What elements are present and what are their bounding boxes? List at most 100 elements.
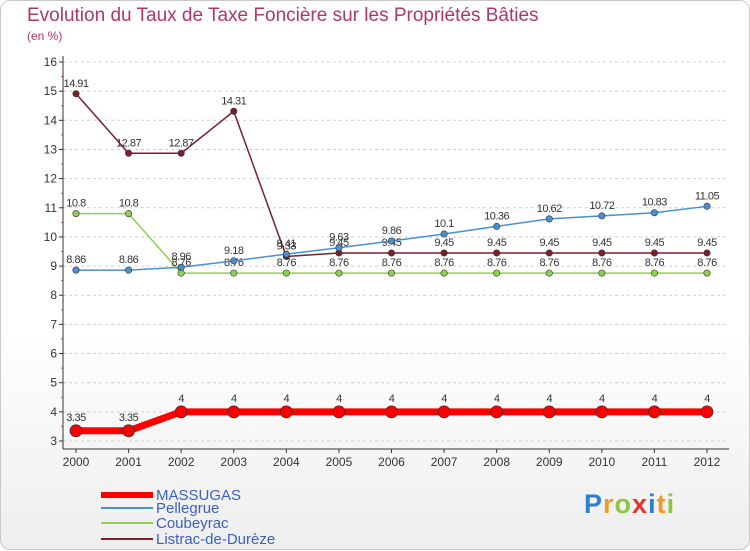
y-tick-label: 6 xyxy=(50,347,57,361)
data-label-pellegrue: 10.72 xyxy=(589,200,614,212)
legend-item-massugas: MASSUGAS xyxy=(101,487,241,504)
data-point-coubeyrac xyxy=(703,269,711,277)
data-point-coubeyrac xyxy=(125,210,133,218)
y-tick-label: 13 xyxy=(44,142,58,156)
data-point-coubeyrac xyxy=(335,269,343,277)
data-label-pellegrue: 11.05 xyxy=(695,190,720,202)
legend-label-listrac: Listrac-de-Durèze xyxy=(156,530,276,548)
data-label-massugas: 4 xyxy=(599,393,605,405)
data-point-pellegrue xyxy=(335,244,343,252)
data-point-pellegrue xyxy=(72,266,80,274)
data-point-massugas xyxy=(648,405,661,419)
data-label-massugas: 4 xyxy=(284,393,290,405)
x-tick-label: 2002 xyxy=(168,455,195,469)
data-point-listrac-de-dur-ze xyxy=(598,249,606,257)
legend-label-pellegrue: Pellegrue xyxy=(156,499,220,517)
legend-swatch-listrac xyxy=(101,538,153,540)
x-tick-label: 2000 xyxy=(63,455,90,469)
data-label-coubeyrac: 8.76 xyxy=(487,257,507,269)
chart-title: Evolution du Taux de Taxe Foncière sur l… xyxy=(27,5,539,26)
data-label-massugas: 3.35 xyxy=(66,412,86,424)
legend-swatch-massugas xyxy=(101,492,153,498)
legend-swatch-pellegrue xyxy=(101,507,153,509)
data-label-massugas: 4 xyxy=(178,393,184,405)
data-point-massugas xyxy=(595,405,609,419)
x-tick-label: 2006 xyxy=(378,455,405,469)
x-tick-label: 2009 xyxy=(536,455,563,469)
data-label-pellegrue: 8.96 xyxy=(171,251,191,263)
data-point-pellegrue xyxy=(387,237,395,245)
data-label-listrac-de-dur-ze: 9.45 xyxy=(697,237,717,249)
x-tick-label: 2011 xyxy=(642,455,668,469)
legend-label-coubeyrac: Coubeyrac xyxy=(156,514,229,532)
data-label-listrac-de-dur-ze: 9.45 xyxy=(645,237,665,249)
data-label-listrac-de-dur-ze: 9.45 xyxy=(592,237,612,249)
y-tick-label: 11 xyxy=(45,201,58,215)
brand-letter: i xyxy=(666,489,676,519)
x-tick-label: 2008 xyxy=(483,455,510,469)
brand-letter: x xyxy=(632,489,649,519)
data-label-pellegrue: 10.36 xyxy=(484,210,509,222)
data-label-massugas: 4 xyxy=(494,393,500,405)
data-point-coubeyrac xyxy=(72,210,80,218)
data-point-listrac-de-dur-ze xyxy=(545,249,553,257)
data-point-coubeyrac xyxy=(440,269,448,277)
data-point-massugas xyxy=(122,424,135,438)
y-axis-unit-label: (en %) xyxy=(27,29,63,43)
data-point-listrac-de-dur-ze xyxy=(125,149,133,157)
data-label-coubeyrac: 8.76 xyxy=(645,257,665,269)
data-point-listrac-de-dur-ze xyxy=(440,249,448,257)
data-label-pellegrue: 8.86 xyxy=(66,254,86,266)
data-point-listrac-de-dur-ze xyxy=(177,149,185,157)
data-point-listrac-de-dur-ze xyxy=(493,249,501,257)
x-tick-label: 2001 xyxy=(115,455,142,469)
data-label-coubeyrac: 10.8 xyxy=(66,198,86,210)
data-point-pellegrue xyxy=(177,263,185,271)
data-point-massugas xyxy=(332,405,346,419)
legend-swatch-coubeyrac xyxy=(101,522,153,524)
data-label-listrac-de-dur-ze: 12.87 xyxy=(116,137,141,149)
data-label-massugas: 4 xyxy=(546,393,552,405)
data-point-massugas xyxy=(385,405,398,419)
data-point-pellegrue xyxy=(703,202,711,210)
legend-item-listrac: Listrac-de-Durèze xyxy=(101,530,276,548)
data-point-massugas xyxy=(542,405,556,419)
brand-letter: r xyxy=(603,489,615,519)
brand-letter: i xyxy=(648,489,657,519)
x-tick-label: 2005 xyxy=(326,455,353,469)
data-label-pellegrue: 10.83 xyxy=(642,197,667,209)
y-tick-label: 12 xyxy=(44,172,58,186)
data-point-pellegrue xyxy=(598,212,606,220)
data-point-listrac-de-dur-ze xyxy=(72,90,80,98)
data-point-pellegrue xyxy=(650,209,658,217)
y-tick-label: 5 xyxy=(50,376,57,390)
y-tick-label: 4 xyxy=(50,405,57,419)
x-tick-label: 2012 xyxy=(694,455,721,469)
data-point-pellegrue xyxy=(282,250,290,258)
data-label-pellegrue: 9.63 xyxy=(329,232,349,244)
x-tick-label: 2004 xyxy=(273,455,300,469)
data-point-coubeyrac xyxy=(387,269,395,277)
data-label-coubeyrac: 10.8 xyxy=(119,198,139,210)
x-tick-label: 2007 xyxy=(431,455,458,469)
data-point-massugas xyxy=(437,405,451,419)
data-label-massugas: 4 xyxy=(652,393,658,405)
data-point-coubeyrac xyxy=(598,269,606,277)
data-label-listrac-de-dur-ze: 9.45 xyxy=(329,237,349,249)
y-tick-label: 10 xyxy=(44,230,58,244)
data-point-coubeyrac xyxy=(230,269,238,277)
brand-letter: t xyxy=(656,489,667,519)
data-label-massugas: 4 xyxy=(336,393,342,405)
brand-letter: P xyxy=(584,489,604,519)
data-label-listrac-de-dur-ze: 9.33 xyxy=(277,240,297,252)
y-tick-label: 14 xyxy=(44,113,58,127)
y-tick-label: 8 xyxy=(50,288,57,302)
data-label-listrac-de-dur-ze: 9.45 xyxy=(540,237,560,249)
data-point-pellegrue xyxy=(230,257,238,265)
data-point-massugas xyxy=(69,424,83,438)
data-label-pellegrue: 9.41 xyxy=(277,238,297,250)
data-label-coubeyrac: 8.76 xyxy=(277,257,297,269)
y-tick-label: 15 xyxy=(44,84,58,98)
data-point-coubeyrac xyxy=(493,269,501,277)
data-label-listrac-de-dur-ze: 14.91 xyxy=(63,78,88,90)
